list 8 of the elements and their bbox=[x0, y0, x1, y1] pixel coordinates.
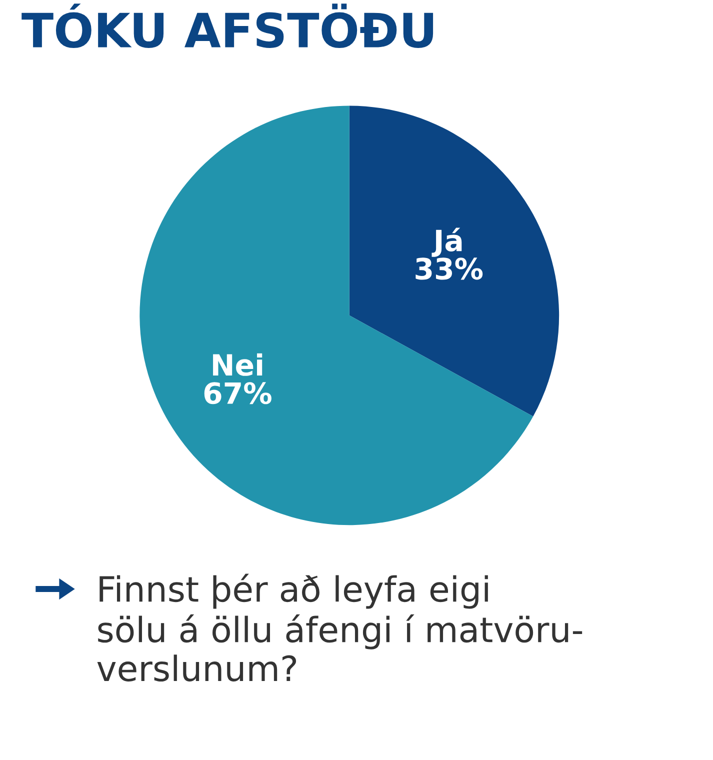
data-label: 33% bbox=[416, 258, 483, 280]
slice-label: Já bbox=[432, 228, 462, 257]
chart-title: TÓKU AFSTÖÐU bbox=[22, 4, 434, 48]
data-label: 67% bbox=[204, 382, 272, 404]
pie-slice bbox=[140, 106, 534, 526]
slice-label: Nei bbox=[213, 353, 262, 376]
pie-slice bbox=[349, 106, 560, 416]
text: Finnst þér að leyfa eigi sölu á öllu áfengi í matvöru- verslunum? bbox=[97, 574, 582, 682]
